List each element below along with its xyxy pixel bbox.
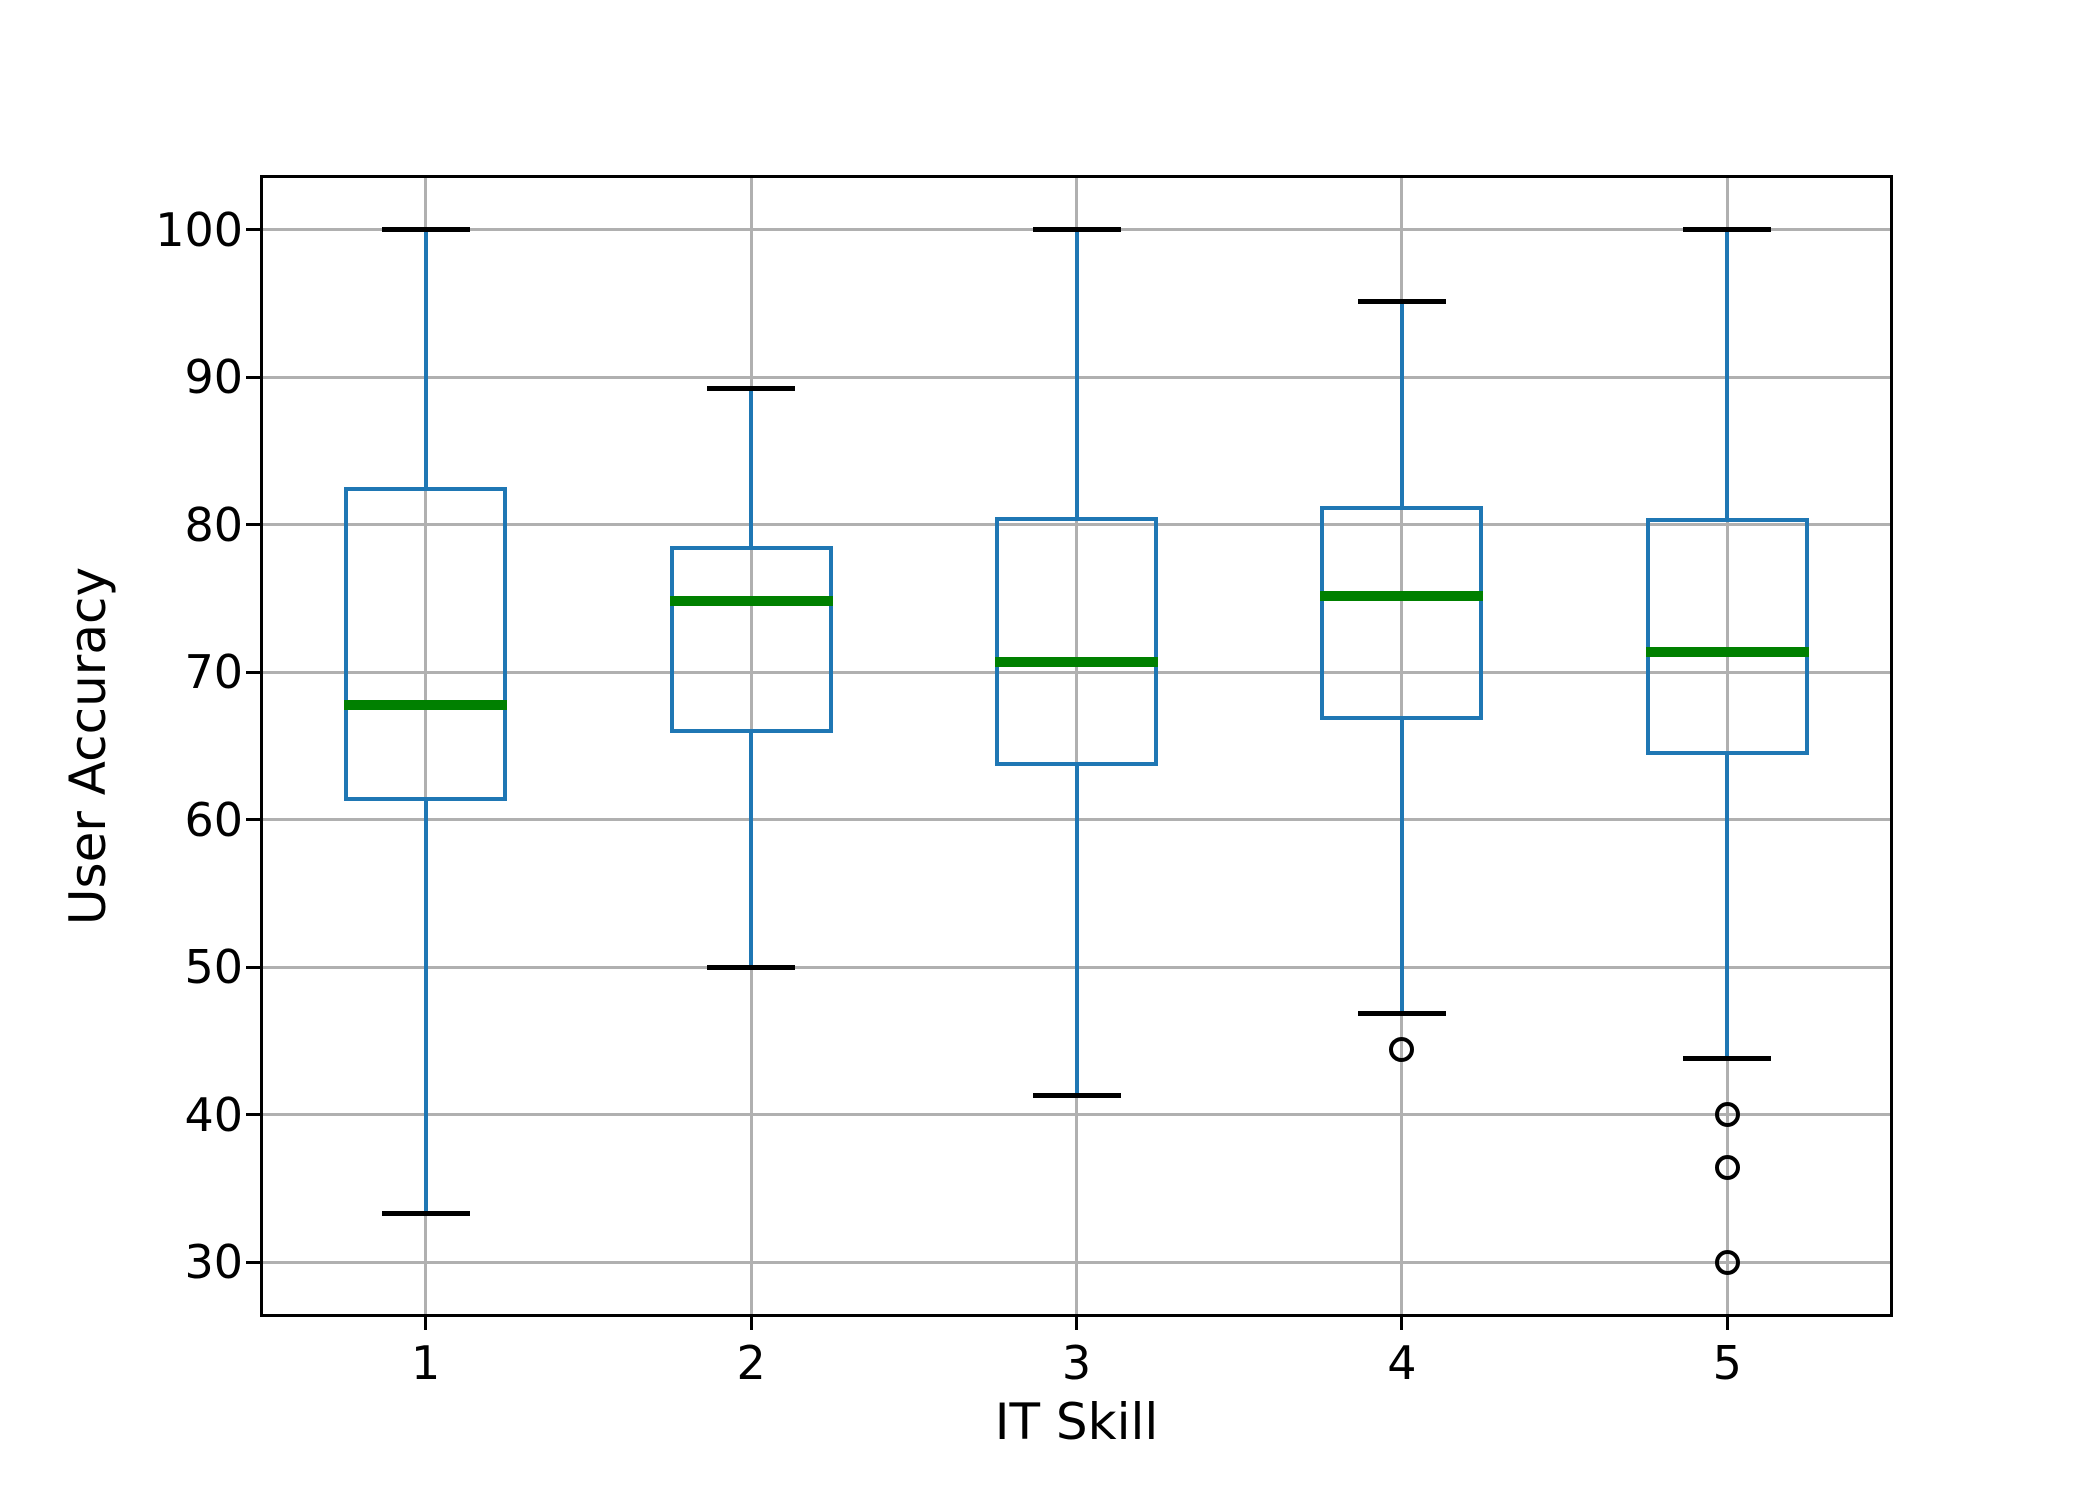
y-tickmark: [246, 375, 263, 379]
upper-whisker-cap: [707, 386, 796, 392]
iqr-box: [669, 546, 833, 734]
outlier-point: [1714, 1102, 1740, 1128]
lower-whisker: [1074, 763, 1079, 1096]
median-line: [1645, 646, 1809, 657]
lower-whisker: [423, 799, 428, 1214]
median-line: [344, 699, 508, 710]
y-tick-label: 30: [184, 1235, 243, 1290]
upper-whisker: [1074, 229, 1079, 519]
median-line: [669, 596, 833, 607]
y-tick-label: 80: [184, 497, 243, 552]
lower-whisker: [749, 731, 754, 968]
y-tickmark: [246, 1113, 263, 1117]
y-tick-label: 70: [184, 645, 243, 700]
median-line: [1320, 590, 1484, 601]
x-tick-label: 2: [736, 1336, 766, 1390]
lower-whisker: [1399, 717, 1404, 1014]
y-tickmark: [246, 1260, 263, 1264]
y-tickmark: [246, 670, 263, 674]
x-tick-label: 3: [1061, 1336, 1092, 1390]
upper-whisker: [423, 229, 428, 490]
upper-whisker: [1725, 229, 1730, 521]
x-tickmark: [1400, 1314, 1404, 1330]
x-gridline: [1075, 178, 1078, 1314]
y-tick-label: 40: [184, 1087, 243, 1142]
y-axis-title: User Accuracy: [59, 566, 117, 926]
x-tickmark: [424, 1314, 428, 1330]
y-tickmark: [246, 965, 263, 969]
lower-whisker: [1725, 753, 1730, 1059]
outlier-point: [1389, 1037, 1415, 1063]
x-tickmark: [749, 1314, 753, 1330]
iqr-box: [1645, 518, 1809, 756]
upper-whisker: [749, 388, 754, 549]
x-tick-label: 1: [411, 1336, 441, 1390]
y-tick-label: 90: [184, 350, 243, 405]
lower-whisker-cap: [1032, 1093, 1121, 1099]
y-tick-label: 100: [155, 202, 243, 257]
upper-whisker-cap: [1032, 227, 1121, 233]
median-line: [995, 656, 1158, 667]
x-gridline: [1725, 178, 1729, 1314]
x-gridline: [424, 178, 428, 1314]
y-tickmark: [246, 228, 263, 232]
x-tickmark: [1075, 1314, 1078, 1330]
lower-whisker-cap: [1357, 1010, 1446, 1016]
y-tick-label: 60: [184, 792, 243, 847]
x-tick-label: 5: [1712, 1336, 1742, 1390]
lower-whisker-cap: [707, 964, 796, 970]
lower-whisker-cap: [381, 1211, 470, 1217]
y-tick-label: 50: [184, 940, 243, 995]
upper-whisker-cap: [1683, 227, 1772, 233]
y-tickmark: [246, 523, 263, 527]
outlier-point: [1714, 1249, 1740, 1275]
outlier-point: [1714, 1155, 1740, 1181]
x-axis-title: IT Skill: [994, 1393, 1159, 1451]
upper-whisker: [1399, 301, 1404, 509]
x-tickmark: [1725, 1314, 1729, 1330]
upper-whisker-cap: [1357, 299, 1446, 305]
iqr-box: [1320, 506, 1484, 720]
iqr-box: [344, 487, 508, 802]
x-tick-label: 4: [1387, 1336, 1417, 1390]
upper-whisker-cap: [381, 227, 470, 233]
lower-whisker-cap: [1683, 1056, 1772, 1062]
iqr-box: [995, 516, 1158, 766]
y-tickmark: [246, 818, 263, 822]
